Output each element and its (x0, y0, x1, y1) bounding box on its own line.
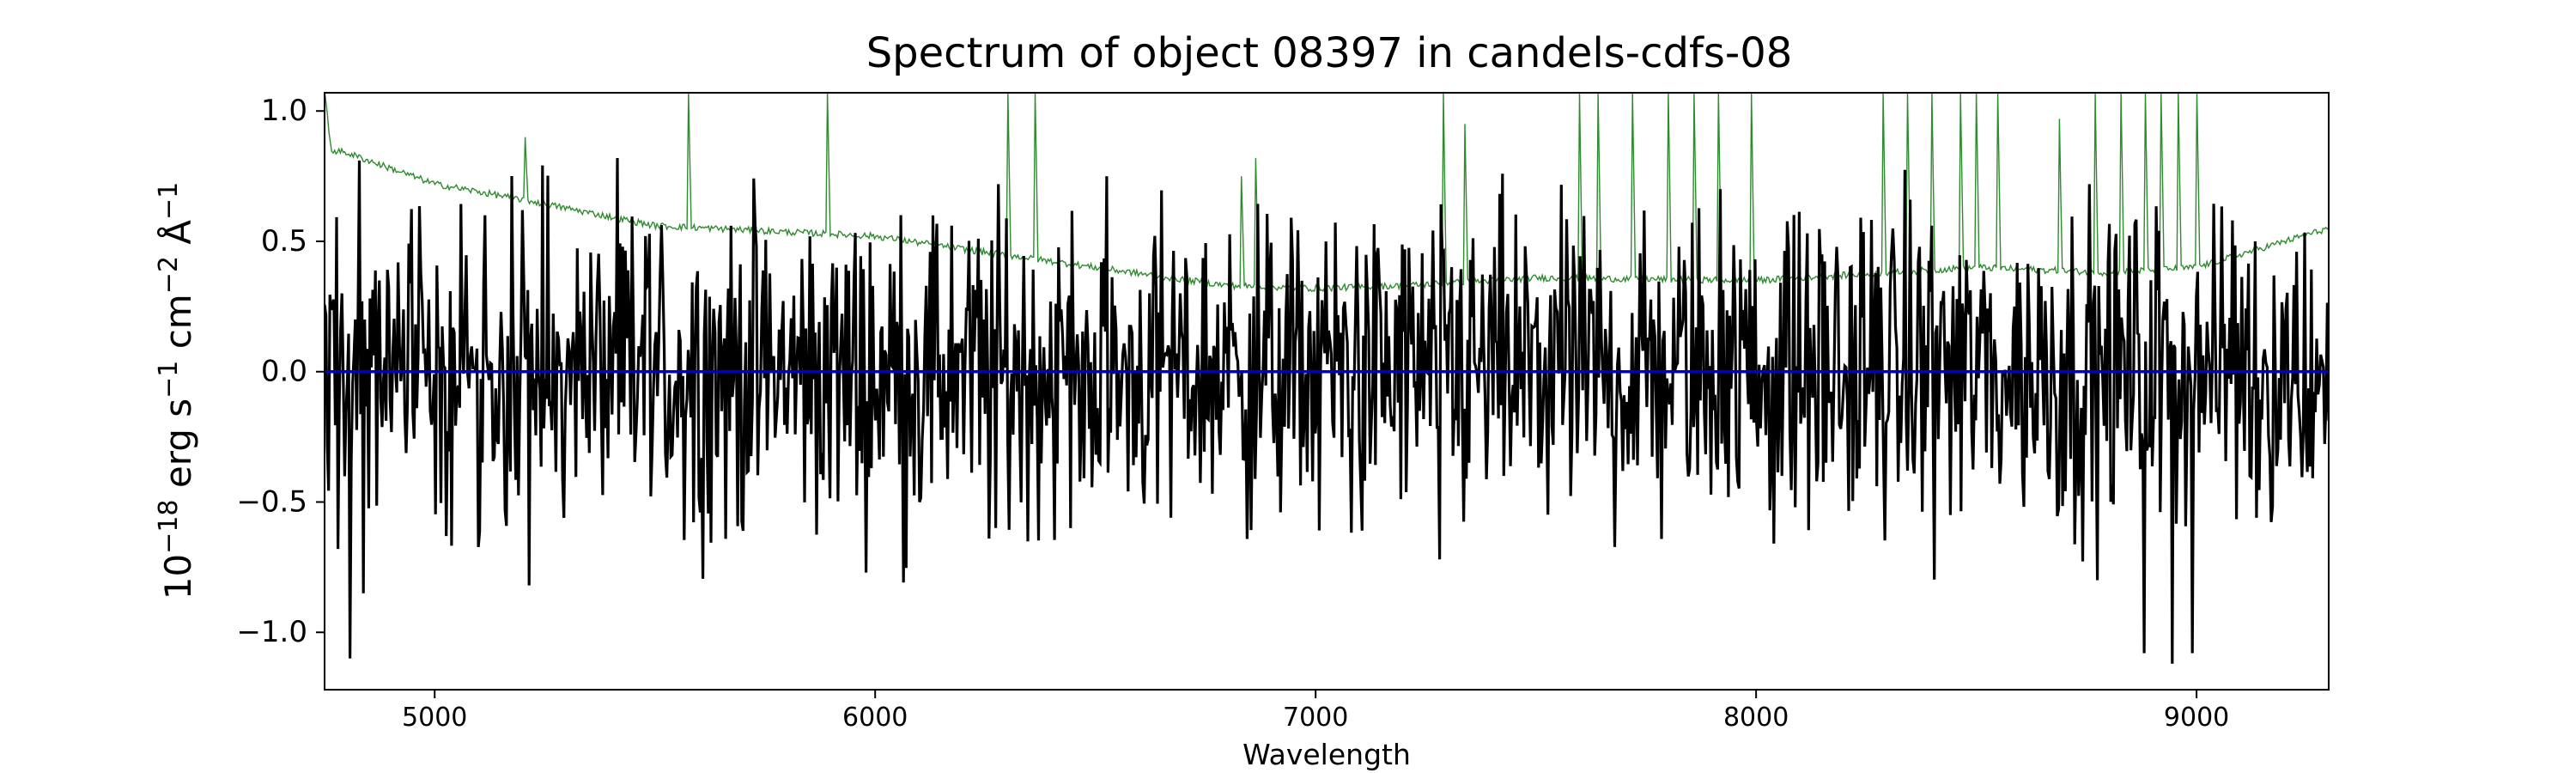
x-axis-label: Wavelength (1242, 738, 1411, 771)
y-tick-label: 1.0 (261, 94, 307, 128)
y-tick-label: −0.5 (236, 484, 307, 519)
x-tick-label: 6000 (842, 703, 908, 733)
plot-frame (324, 92, 2330, 691)
chart-title: Spectrum of object 08397 in candels-cdfs… (866, 29, 1793, 77)
series-layer (325, 93, 2329, 664)
x-tick-label: 9000 (2164, 703, 2229, 733)
x-tick-label: 7000 (1283, 703, 1348, 733)
y-axis: 1.0 0.5 0.0 −0.5 −1.0 (236, 94, 325, 649)
y-tick-label: 0.0 (261, 355, 307, 389)
flux-spectrum-line (325, 157, 2329, 664)
x-tick-label: 5000 (402, 703, 467, 733)
y-axis-label: 10−18 erg s−1 cm−2 Å−1 (154, 182, 199, 600)
y-tick-label: −1.0 (236, 615, 307, 649)
x-tick-label: 8000 (1723, 703, 1789, 733)
y-tick-label: 0.5 (261, 224, 307, 259)
x-axis: 5000 6000 7000 8000 9000 (402, 690, 2229, 733)
